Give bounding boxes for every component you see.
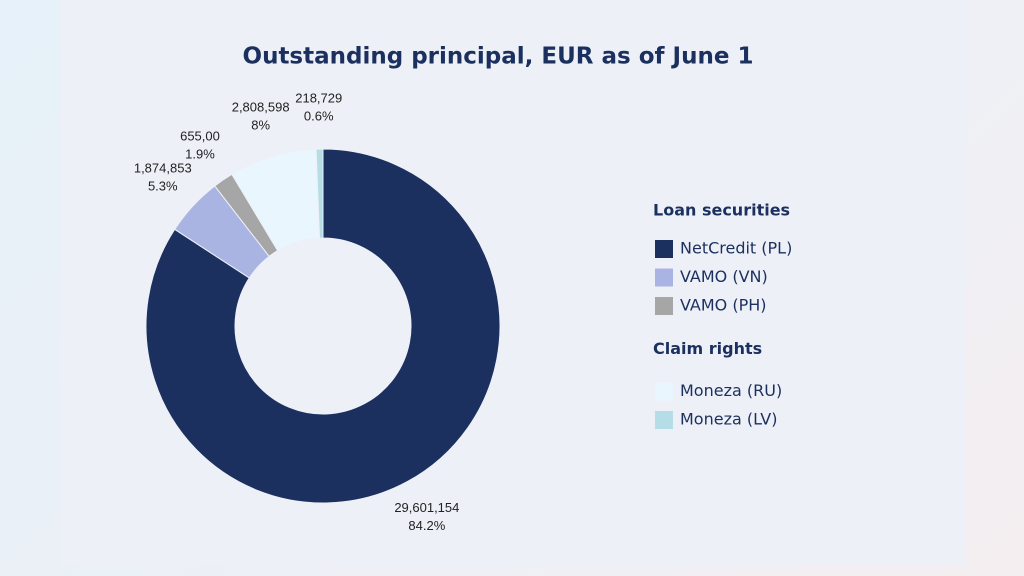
percent-label: 84.2% <box>408 518 445 533</box>
legend-swatch <box>655 297 673 315</box>
percent-label: 1.9% <box>185 146 215 161</box>
legend-label: Moneza (LV) <box>680 410 777 429</box>
legend-label: VAMO (VN) <box>680 267 768 286</box>
percent-label: 0.6% <box>304 108 334 123</box>
legend-swatch <box>655 382 673 401</box>
legend-heading: Loan securities <box>653 201 790 220</box>
legend-heading: Claim rights <box>653 339 762 358</box>
percent-label: 5.3% <box>148 179 178 194</box>
donut-slice <box>315 148 324 239</box>
legend-swatch <box>655 240 673 258</box>
legend-swatch <box>655 268 673 287</box>
chart-title: Outstanding principal, EUR as of June 1 <box>243 44 754 70</box>
value-label: 2,808,598 <box>232 100 290 115</box>
value-label: 29,601,154 <box>394 500 459 515</box>
legend-swatch <box>655 411 673 429</box>
legend-label: NetCredit (PL) <box>680 239 792 258</box>
value-label: 1,874,853 <box>134 161 192 176</box>
value-label: 655,00 <box>180 128 220 143</box>
percent-label: 8% <box>251 118 270 133</box>
donut-slice <box>145 148 501 504</box>
legend-label: VAMO (PH) <box>680 296 767 315</box>
value-label: 218,729 <box>295 90 342 105</box>
legend-label: Moneza (RU) <box>680 381 782 400</box>
